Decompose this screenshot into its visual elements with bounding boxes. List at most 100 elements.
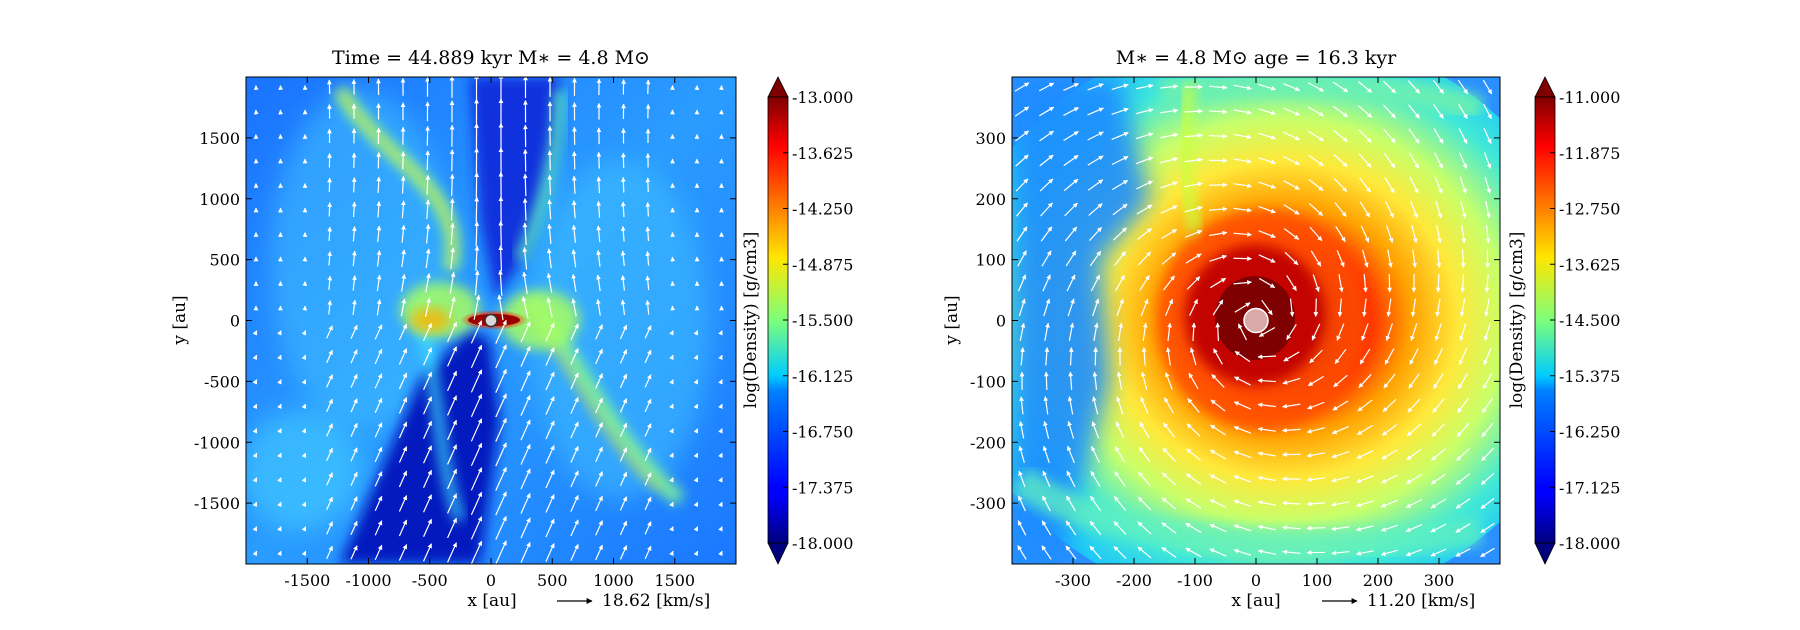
velocity-arrow	[547, 174, 553, 195]
velocity-arrow	[447, 419, 457, 441]
velocity-arrow	[693, 501, 699, 508]
velocity-arrow	[520, 394, 531, 416]
velocity-arrow	[1483, 103, 1492, 120]
velocity-arrow	[1458, 348, 1468, 366]
velocity-arrow	[1356, 424, 1374, 436]
velocity-arrow	[1430, 548, 1447, 557]
velocity-arrow	[376, 225, 382, 243]
velocity-arrow	[1161, 522, 1177, 534]
velocity-arrow	[1331, 550, 1350, 556]
velocity-arrow	[252, 403, 258, 410]
velocity-arrow	[1384, 177, 1395, 194]
velocity-arrow	[1333, 178, 1348, 192]
y-tick-label: 1000	[199, 190, 240, 209]
velocity-arrow	[1455, 473, 1471, 485]
velocity-arrow	[495, 540, 507, 564]
velocity-arrow	[1409, 348, 1419, 365]
panel-2-colorbar: -18.000 -17.125 -16.250 -15.375 -14.500 -13.6…	[1507, 76, 1620, 565]
velocity-arrow	[693, 330, 699, 336]
velocity-arrow	[645, 250, 651, 266]
velocity-arrow	[350, 471, 358, 487]
velocity-arrow	[1091, 421, 1100, 439]
velocity-arrow	[1087, 155, 1104, 166]
velocity-arrow	[1387, 273, 1393, 293]
panel-1: Time = 44.889 kyr M∗ = 4.8 M⊙	[170, 47, 853, 611]
panel-2-x-ticks: -300 -200 -100 0 100 200 300	[1055, 77, 1454, 590]
velocity-arrow	[423, 371, 432, 391]
velocity-arrow	[669, 477, 674, 483]
velocity-arrow	[1113, 521, 1127, 535]
velocity-arrow	[1335, 226, 1346, 243]
velocity-arrow	[497, 294, 504, 321]
velocity-arrow	[326, 349, 333, 364]
x-tick-label: -1000	[345, 571, 391, 590]
velocity-arrow	[1286, 275, 1297, 291]
velocity-arrow	[571, 273, 577, 292]
velocity-arrow	[1233, 475, 1252, 483]
velocity-arrow	[620, 226, 626, 242]
velocity-arrow	[1135, 156, 1154, 165]
velocity-arrow	[474, 270, 480, 296]
y-tick-label: 300	[975, 129, 1006, 148]
velocity-arrow	[495, 368, 507, 393]
velocity-arrow	[1142, 322, 1148, 341]
velocity-arrow	[1385, 323, 1393, 341]
velocity-arrow	[522, 271, 528, 295]
velocity-arrow	[1160, 205, 1178, 214]
velocity-arrow	[522, 173, 528, 197]
velocity-arrow	[374, 348, 383, 365]
velocity-arrow	[520, 443, 531, 465]
velocity-arrow	[326, 545, 333, 560]
velocity-arrow	[1184, 133, 1203, 139]
velocity-arrow	[1090, 274, 1101, 292]
velocity-arrow	[425, 174, 431, 195]
velocity-arrow	[1380, 524, 1399, 532]
velocity-arrow	[596, 274, 601, 292]
velocity-arrow	[1306, 525, 1326, 531]
velocity-arrow	[1481, 422, 1494, 438]
velocity-arrow	[495, 393, 507, 418]
velocity-arrow	[450, 222, 455, 245]
velocity-arrow	[1161, 472, 1177, 486]
velocity-arrow	[644, 496, 652, 511]
velocity-arrow	[326, 521, 333, 535]
velocity-arrow	[1282, 403, 1301, 409]
velocity-arrow	[1436, 249, 1442, 268]
velocity-arrow	[619, 422, 628, 438]
velocity-arrow	[1018, 495, 1026, 512]
velocity-arrow	[669, 354, 674, 361]
velocity-arrow	[520, 492, 531, 514]
velocity-arrow	[520, 345, 531, 367]
velocity-arrow	[522, 197, 528, 221]
velocity-arrow	[374, 471, 383, 487]
velocity-arrow	[620, 250, 626, 267]
velocity-arrow	[1093, 322, 1099, 341]
velocity-arrow	[1338, 274, 1344, 293]
velocity-arrow	[1407, 80, 1421, 94]
velocity-arrow	[1063, 154, 1079, 167]
velocity-arrow	[1087, 131, 1104, 141]
velocity-arrow	[1431, 423, 1446, 437]
velocity-arrow	[352, 299, 357, 315]
velocity-arrow	[1362, 298, 1367, 317]
velocity-arrow	[669, 452, 674, 459]
velocity-arrow	[277, 354, 282, 361]
velocity-arrow	[1258, 132, 1277, 140]
velocity-arrow	[327, 226, 333, 241]
velocity-arrow	[1355, 525, 1374, 532]
colorbar-tick-label: -18.000	[1559, 534, 1620, 553]
velocity-arrow	[1019, 396, 1024, 415]
velocity-arrow	[1284, 251, 1299, 266]
velocity-arrow	[1283, 82, 1301, 92]
velocity-arrow	[1459, 298, 1466, 317]
velocity-arrow	[545, 420, 555, 440]
velocity-arrow	[1116, 396, 1124, 415]
velocity-arrow	[1306, 501, 1326, 507]
velocity-arrow	[1233, 207, 1252, 213]
x-tick-label: -300	[1055, 571, 1091, 590]
velocity-arrow	[470, 540, 483, 564]
velocity-arrow	[252, 330, 258, 336]
velocity-arrow	[1458, 128, 1468, 144]
velocity-arrow	[595, 373, 603, 389]
velocity-arrow	[1286, 324, 1297, 341]
